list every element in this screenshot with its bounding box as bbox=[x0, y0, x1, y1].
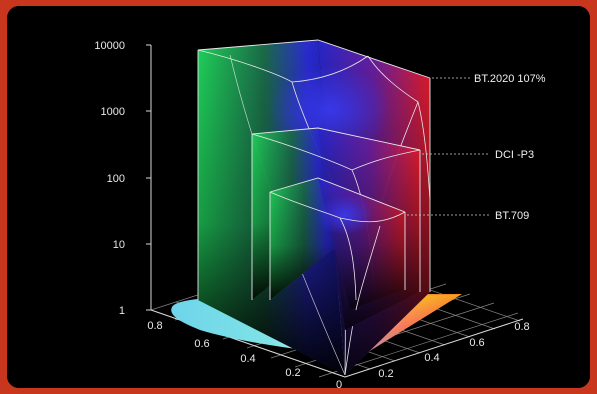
left-tick-0-8: 0.8 bbox=[147, 320, 162, 332]
right-tick-0-6: 0.6 bbox=[469, 337, 484, 349]
y-axis: 10000 1000 100 10 1 bbox=[94, 40, 152, 317]
label-bt2020: BT.2020 107% bbox=[474, 73, 546, 85]
chart-panel: 10000 1000 100 10 1 bbox=[7, 6, 590, 388]
left-tick-0-2: 0.2 bbox=[285, 367, 300, 379]
right-axis-ticks: 0.2 0.4 0.6 0.8 bbox=[378, 321, 529, 380]
left-axis-ticks: 0.8 0.6 0.4 0.2 0 bbox=[147, 320, 342, 388]
y-tick-1: 1 bbox=[119, 305, 125, 317]
leader-lines bbox=[407, 77, 490, 216]
right-tick-0-8: 0.8 bbox=[514, 321, 529, 333]
right-tick-0-4: 0.4 bbox=[424, 352, 439, 364]
y-tick-1000: 1000 bbox=[101, 106, 125, 118]
left-tick-0-6: 0.6 bbox=[194, 338, 209, 350]
y-tick-10000: 10000 bbox=[94, 40, 125, 52]
y-tick-10: 10 bbox=[113, 239, 125, 251]
y-tick-100: 100 bbox=[107, 173, 125, 185]
right-tick-0-2: 0.2 bbox=[378, 368, 393, 380]
left-tick-0-4: 0.4 bbox=[240, 353, 255, 365]
label-bt709: BT.709 bbox=[495, 210, 529, 222]
label-dci-p3: DCI -P3 bbox=[495, 149, 534, 161]
color-volume-diagram: 10000 1000 100 10 1 bbox=[7, 6, 590, 388]
left-tick-0: 0 bbox=[336, 379, 342, 388]
bt709-volume bbox=[269, 177, 406, 311]
